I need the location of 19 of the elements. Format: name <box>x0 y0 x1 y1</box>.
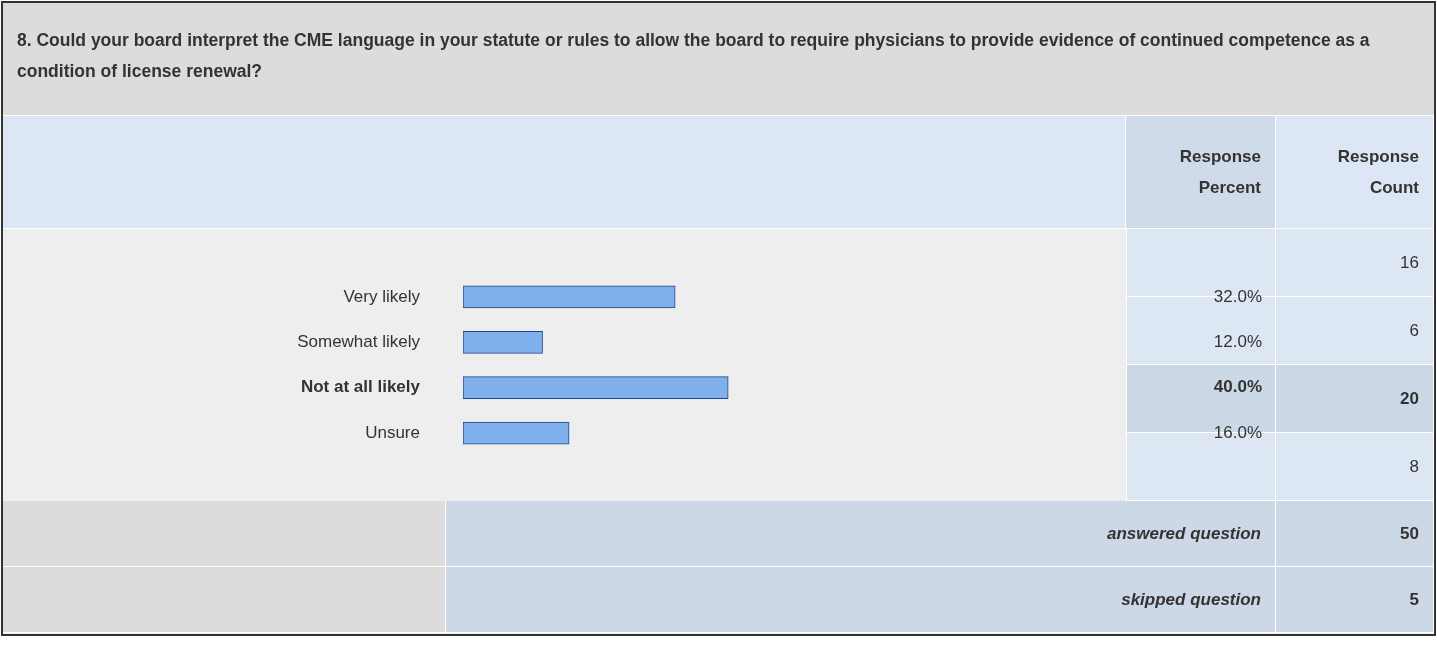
text: 20 <box>1276 365 1434 433</box>
y-tick-label: Not at all likely <box>300 377 421 397</box>
text: 5 <box>1276 567 1434 633</box>
text: Response Percent <box>1126 116 1276 229</box>
y-tick-label: Somewhat likely <box>297 331 421 351</box>
data-label: 16.0% <box>1213 422 1262 442</box>
text: answered question <box>446 501 1276 567</box>
text: skipped question <box>446 567 1276 633</box>
text: 8 <box>1276 433 1434 501</box>
y-tick-label: Unsure <box>365 422 420 442</box>
chart-title: 8. Could your board interpret the CME language in your statute or rules to allow the board to require physicians to provide evidence of continued competence as a condition of license renewal? <box>3 3 1434 116</box>
text: 16 <box>1276 229 1434 297</box>
text: Response Count <box>1276 116 1434 229</box>
data-label: 12.0% <box>1213 331 1262 351</box>
data-label: 40.0% <box>1213 377 1262 397</box>
text: 50 <box>1276 501 1434 567</box>
y-tick-label: Very likely <box>343 286 421 306</box>
text: 6 <box>1276 297 1434 365</box>
data-label: 32.0% <box>1213 286 1262 306</box>
